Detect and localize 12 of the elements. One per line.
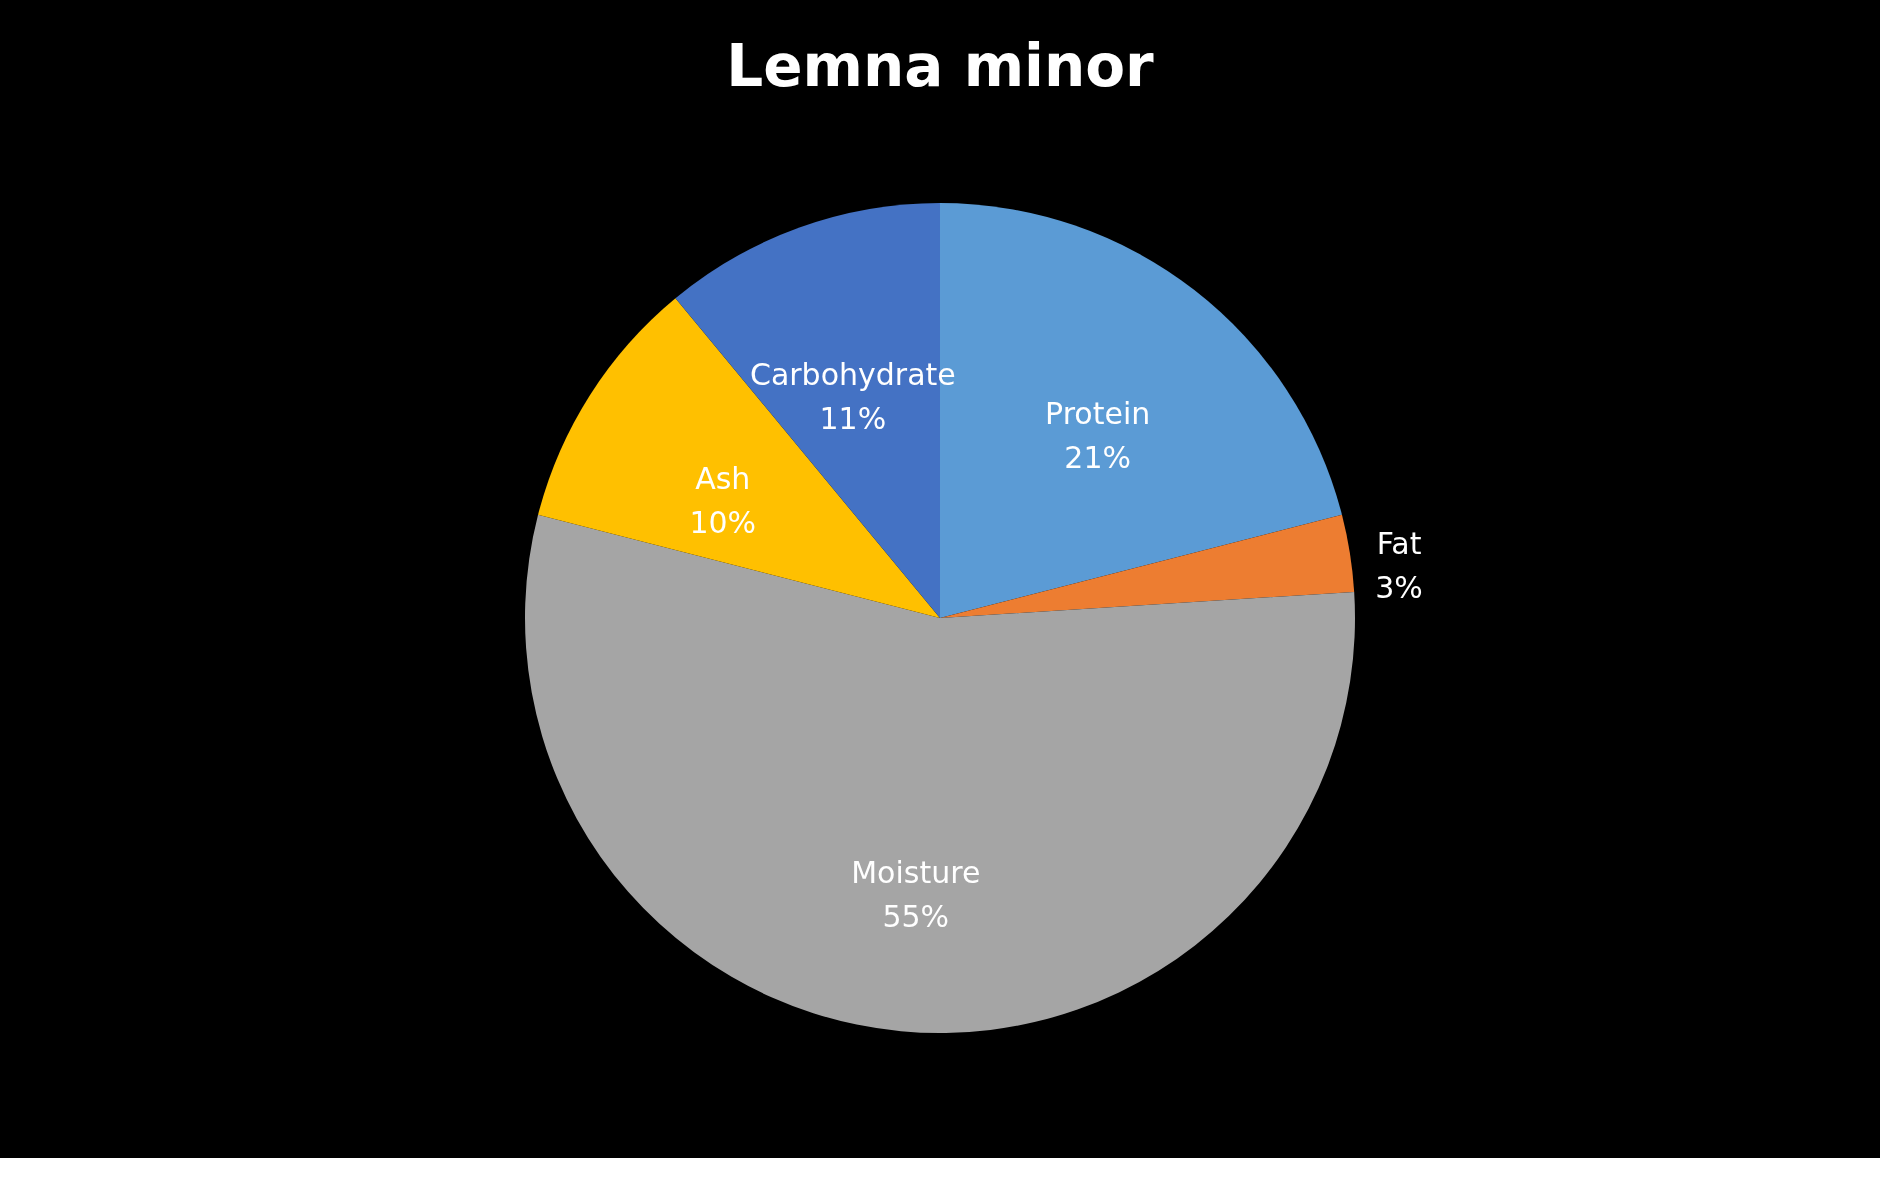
slice-label: Fat — [1376, 526, 1422, 562]
slice-label: Carbohydrate — [749, 356, 956, 392]
data-label: 3% — [1375, 570, 1423, 606]
data-label: 21% — [1064, 439, 1132, 475]
slice-label: Ash — [695, 461, 751, 497]
slice-label: Protein — [1045, 395, 1151, 431]
data-label: 10% — [689, 505, 757, 541]
pie-slice — [940, 514, 1355, 618]
data-label: 55% — [882, 899, 950, 935]
data-label: 11% — [819, 400, 887, 436]
chart-title: Lemna minor — [726, 32, 1155, 100]
slice-label: Moisture — [851, 855, 981, 891]
